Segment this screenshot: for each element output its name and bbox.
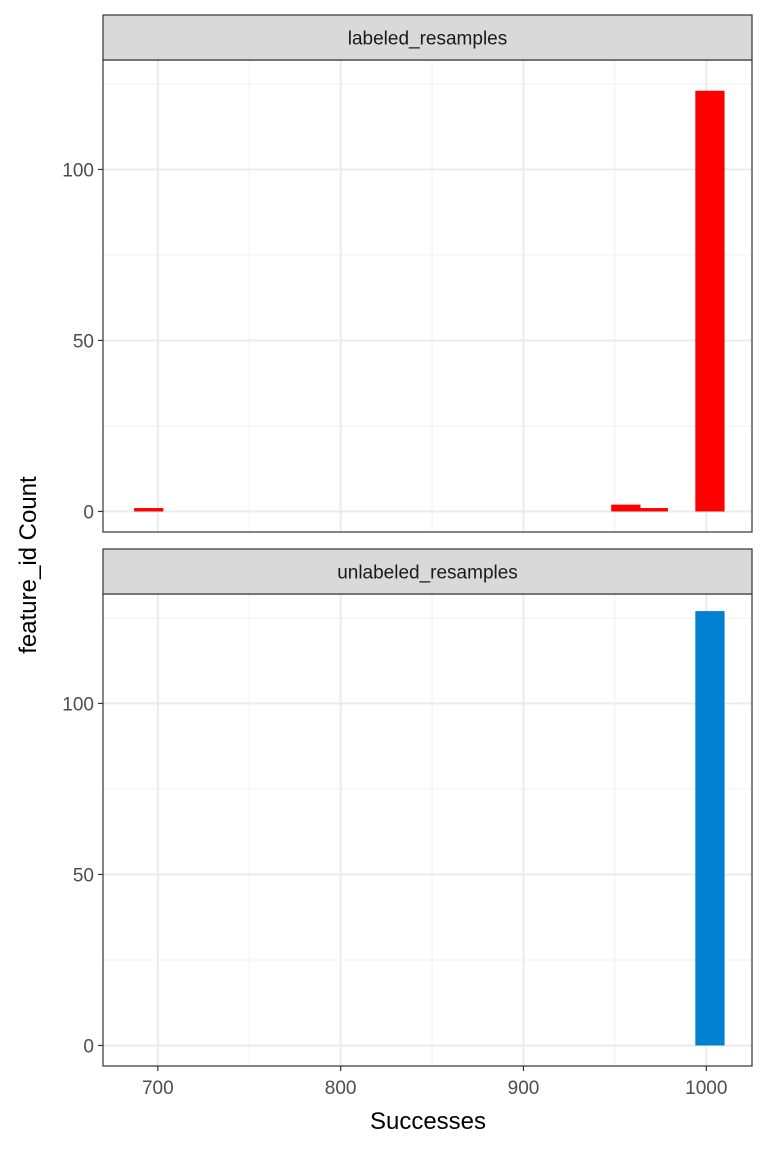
panel-background [103,60,752,532]
histogram-bar [611,504,641,512]
panel-background [103,594,752,1066]
y-tick-label: 50 [73,865,94,886]
x-tick-label: 1000 [685,1078,727,1099]
x-axis-title: Successes [370,1108,486,1135]
x-tick-label: 700 [142,1078,174,1099]
y-axis-title: feature_id Count [15,476,42,654]
facet-strip-label: unlabeled_resamples [337,563,518,584]
y-tick-label: 0 [83,502,94,523]
facet-strip [102,548,753,595]
facet-strip-label: labeled_resamples [348,29,508,50]
histogram-bar [638,508,668,512]
histogram-bar [695,90,725,512]
facet-strip [102,14,753,61]
panel-unlabeled-resamples: unlabeled_resamples 0 50 100 [62,548,753,1067]
y-tick-label: 100 [62,694,94,715]
y-tick-label: 50 [73,331,94,352]
panel-labeled-resamples: labeled_resamples 0 50 100 [62,14,753,533]
x-tick-label: 800 [325,1078,357,1099]
x-tick-label: 900 [508,1078,540,1099]
y-tick-label: 100 [62,160,94,181]
histogram-bar [695,611,725,1046]
histogram-bar [134,508,164,512]
y-tick-label: 0 [83,1036,94,1057]
